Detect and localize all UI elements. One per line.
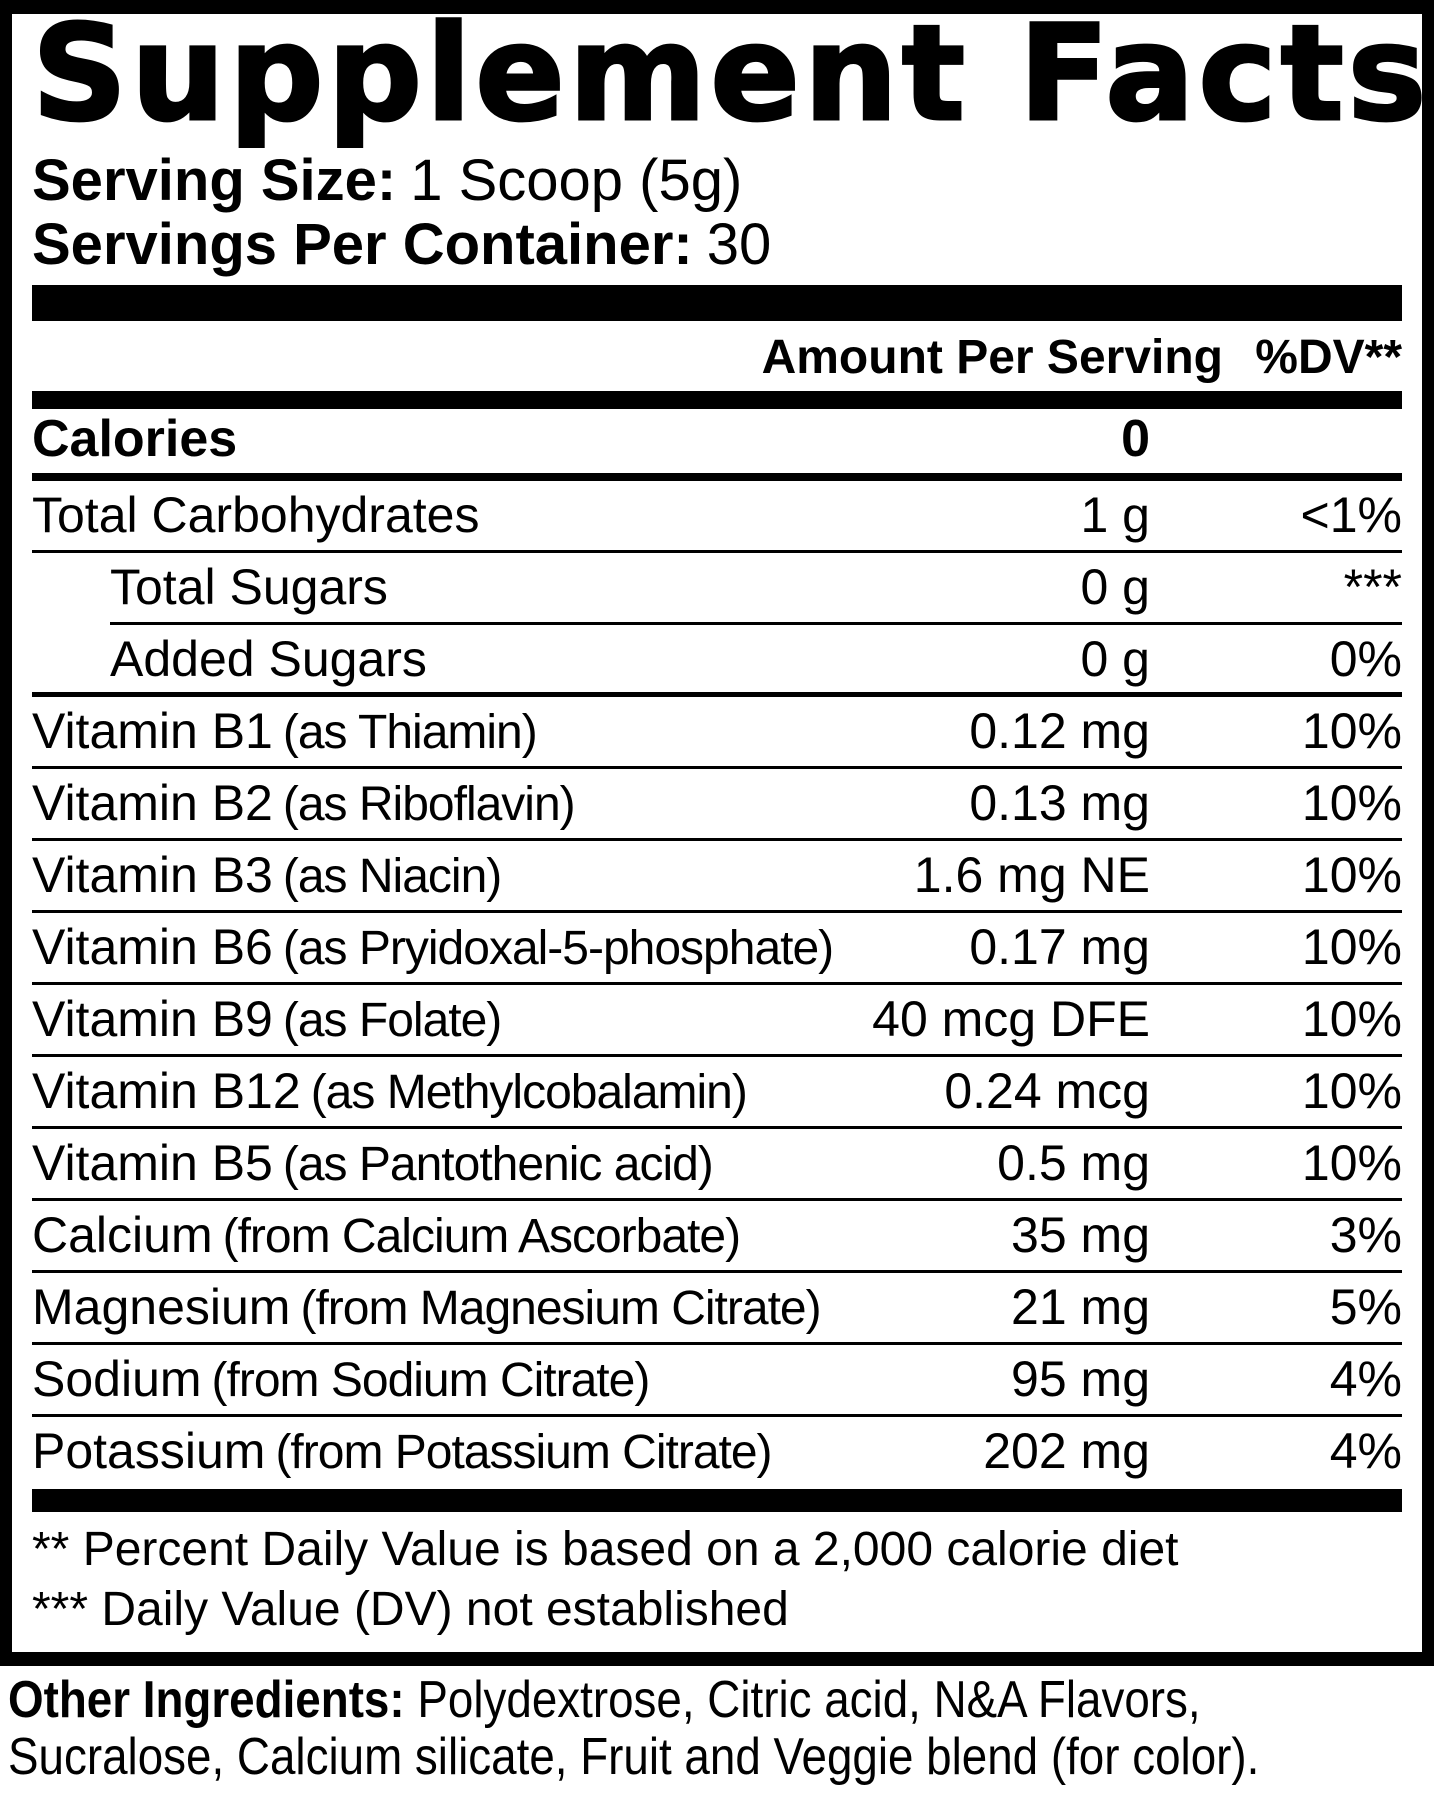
nutrient-row-sodium: Sodium (from Sodium Citrate) 95 mg 4%	[32, 1345, 1402, 1418]
nutrient-amount: 21 mg	[1011, 1279, 1150, 1336]
nutrient-row-vitamin-b12: Vitamin B12 (as Methylcobalamin) 0.24 mcg…	[32, 1057, 1402, 1130]
serving-size-label: Serving Size:	[32, 148, 397, 214]
nutrient-name: Calcium	[32, 1207, 213, 1264]
other-ingredients-label: Other Ingredients:	[8, 1671, 405, 1730]
nutrient-source: (as Pantothenic acid)	[282, 1138, 714, 1192]
nutrient-dv: 3%	[1329, 1207, 1402, 1264]
serving-size-line: Serving Size: 1 Scoop (5g)	[32, 149, 1402, 213]
nutrient-row-vitamin-b3: Vitamin B3 (as Niacin) 1.6 mg NE 10%	[32, 841, 1402, 914]
nutrient-dv: 10%	[1301, 919, 1402, 976]
nutrient-dv: 4%	[1329, 1423, 1402, 1480]
nutrient-amount: 0.17 mg	[969, 919, 1150, 976]
nutrient-dv: 10%	[1301, 1135, 1402, 1192]
nutrient-row-vitamin-b1: Vitamin B1 (as Thiamin) 0.12 mg 10%	[32, 697, 1402, 770]
footnote-dv-not-established: *** Daily Value (DV) not established	[32, 1583, 789, 1637]
nutrient-row-vitamin-b9: Vitamin B9 (as Folate) 40 mcg DFE 10%	[32, 985, 1402, 1058]
column-header-row: Amount Per Serving %DV**	[32, 325, 1402, 391]
nutrient-amount: 35 mg	[1011, 1207, 1150, 1264]
nutrient-amount: 202 mg	[983, 1423, 1150, 1480]
nutrient-source: (from Sodium Citrate)	[211, 1354, 651, 1408]
other-ingredients-line1: Polydextrose, Citric acid, N&A Flavors,	[404, 1671, 1201, 1730]
nutrient-row-vitamin-b2: Vitamin B2 (as Riboflavin) 0.13 mg 10%	[32, 769, 1402, 842]
nutrient-amount: 40 mcg DFE	[872, 991, 1150, 1048]
nutrient-name: Added Sugars	[110, 631, 427, 688]
nutrient-dv: 10%	[1301, 775, 1402, 832]
nutrient-name: Vitamin B9	[32, 991, 273, 1048]
other-ingredients-line2: Sucralose, Calcium silicate, Fruit and V…	[8, 1728, 1260, 1787]
nutrient-row-vitamin-b5: Vitamin B5 (as Pantothenic acid) 0.5 mg 1…	[32, 1129, 1402, 1202]
nutrient-name: Sodium	[32, 1351, 202, 1408]
nutrient-amount: 1 g	[1080, 487, 1150, 544]
calories-row: Calories 0	[32, 409, 1402, 482]
nutrient-amount: 0.5 mg	[997, 1135, 1150, 1192]
nutrient-dv: 4%	[1329, 1351, 1402, 1408]
servings-per-container-label: Servings Per Container:	[32, 212, 693, 278]
divider-bar-top	[32, 285, 1402, 322]
nutrient-name: Vitamin B12	[32, 1063, 301, 1120]
nutrient-source: (as Methylcobalamin)	[310, 1066, 748, 1120]
nutrient-dv: 10%	[1301, 847, 1402, 904]
nutrient-name: Potassium	[32, 1423, 266, 1480]
nutrient-source: (from Potassium Citrate)	[275, 1426, 772, 1480]
nutrient-source: (from Calcium Ascorbate)	[222, 1210, 741, 1264]
divider-bar-header	[32, 391, 1402, 410]
nutrient-name: Vitamin B1	[32, 703, 273, 760]
nutrient-row-vitamin-b6: Vitamin B6 (as Pryidoxal-5-phosphate) 0.1…	[32, 913, 1402, 986]
nutrient-amount: 95 mg	[1011, 1351, 1150, 1408]
nutrient-dv: ***	[1343, 559, 1402, 616]
percent-dv-header: %DV**	[1255, 331, 1402, 385]
nutrient-source: (as Folate)	[282, 994, 502, 1048]
nutrient-name: Vitamin B5	[32, 1135, 273, 1192]
nutrient-name: Total Carbohydrates	[32, 487, 480, 544]
nutrient-dv: 10%	[1301, 991, 1402, 1048]
nutrient-amount: 0.24 mcg	[944, 1063, 1150, 1120]
nutrient-source: (from Magnesium Citrate)	[300, 1282, 821, 1336]
nutrient-dv: <1%	[1300, 487, 1402, 544]
nutrient-source: (as Riboflavin)	[282, 778, 576, 832]
divider-bar-footnotes	[32, 1489, 1402, 1513]
nutrient-dv: 10%	[1301, 703, 1402, 760]
nutrient-amount: 0 g	[1080, 631, 1150, 688]
nutrient-amount: 0.13 mg	[969, 775, 1150, 832]
footnotes: ** Percent Daily Value is based on a 2,0…	[32, 1520, 1402, 1640]
nutrient-dv: 10%	[1301, 1063, 1402, 1120]
nutrient-amount: 0 g	[1080, 559, 1150, 616]
other-ingredients: Other Ingredients: Polydextrose, Citric …	[8, 1672, 1445, 1786]
nutrient-dv: 5%	[1329, 1279, 1402, 1336]
serving-info: Serving Size: 1 Scoop (5g) Servings Per C…	[32, 149, 1402, 277]
nutrient-dv: 0%	[1329, 631, 1402, 688]
nutrient-name: Vitamin B6	[32, 919, 273, 976]
amount-per-serving-header: Amount Per Serving	[761, 331, 1223, 385]
calories-label: Calories	[32, 410, 238, 469]
calories-amount: 0	[1121, 410, 1150, 469]
footnote-dv-basis: ** Percent Daily Value is based on a 2,0…	[32, 1523, 1179, 1577]
nutrient-row-total-carbohydrates: Total Carbohydrates 1 g <1%	[32, 481, 1402, 554]
nutrient-row-calcium: Calcium (from Calcium Ascorbate) 35 mg 3%	[32, 1201, 1402, 1274]
nutrient-row-potassium: Potassium (from Potassium Citrate) 202 mg…	[32, 1417, 1402, 1489]
nutrient-source: (as Niacin)	[282, 850, 502, 904]
nutrient-source: (as Thiamin)	[282, 706, 538, 760]
servings-per-container-line: Servings Per Container: 30	[32, 213, 1402, 277]
servings-per-container-value: 30	[706, 212, 772, 278]
nutrient-name: Vitamin B3	[32, 847, 273, 904]
nutrient-row-added-sugars: Added Sugars 0 g 0%	[32, 625, 1402, 698]
nutrient-name: Total Sugars	[110, 559, 388, 616]
nutrient-amount: 0.12 mg	[969, 703, 1150, 760]
nutrient-name: Magnesium	[32, 1279, 291, 1336]
nutrient-row-total-sugars: Total Sugars 0 g ***	[32, 553, 1402, 626]
panel-title: Supplement Facts	[31, 0, 1431, 151]
nutrient-name: Vitamin B2	[32, 775, 273, 832]
nutrient-source: (as Pryidoxal-5-phosphate)	[282, 922, 834, 976]
nutrient-amount: 1.6 mg NE	[913, 847, 1150, 904]
supplement-facts-panel: Supplement Facts Serving Size: 1 Scoop (5…	[0, 0, 1434, 1667]
serving-size-value: 1 Scoop (5g)	[410, 148, 743, 214]
nutrient-row-magnesium: Magnesium (from Magnesium Citrate) 21 mg …	[32, 1273, 1402, 1346]
